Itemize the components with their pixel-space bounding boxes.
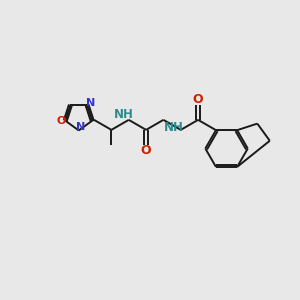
Text: O: O [56,116,66,126]
Text: N: N [76,122,85,132]
Text: O: O [193,93,203,106]
Text: O: O [141,144,152,157]
Text: N: N [86,98,95,108]
Text: NH: NH [113,108,134,121]
Text: NH: NH [164,121,184,134]
